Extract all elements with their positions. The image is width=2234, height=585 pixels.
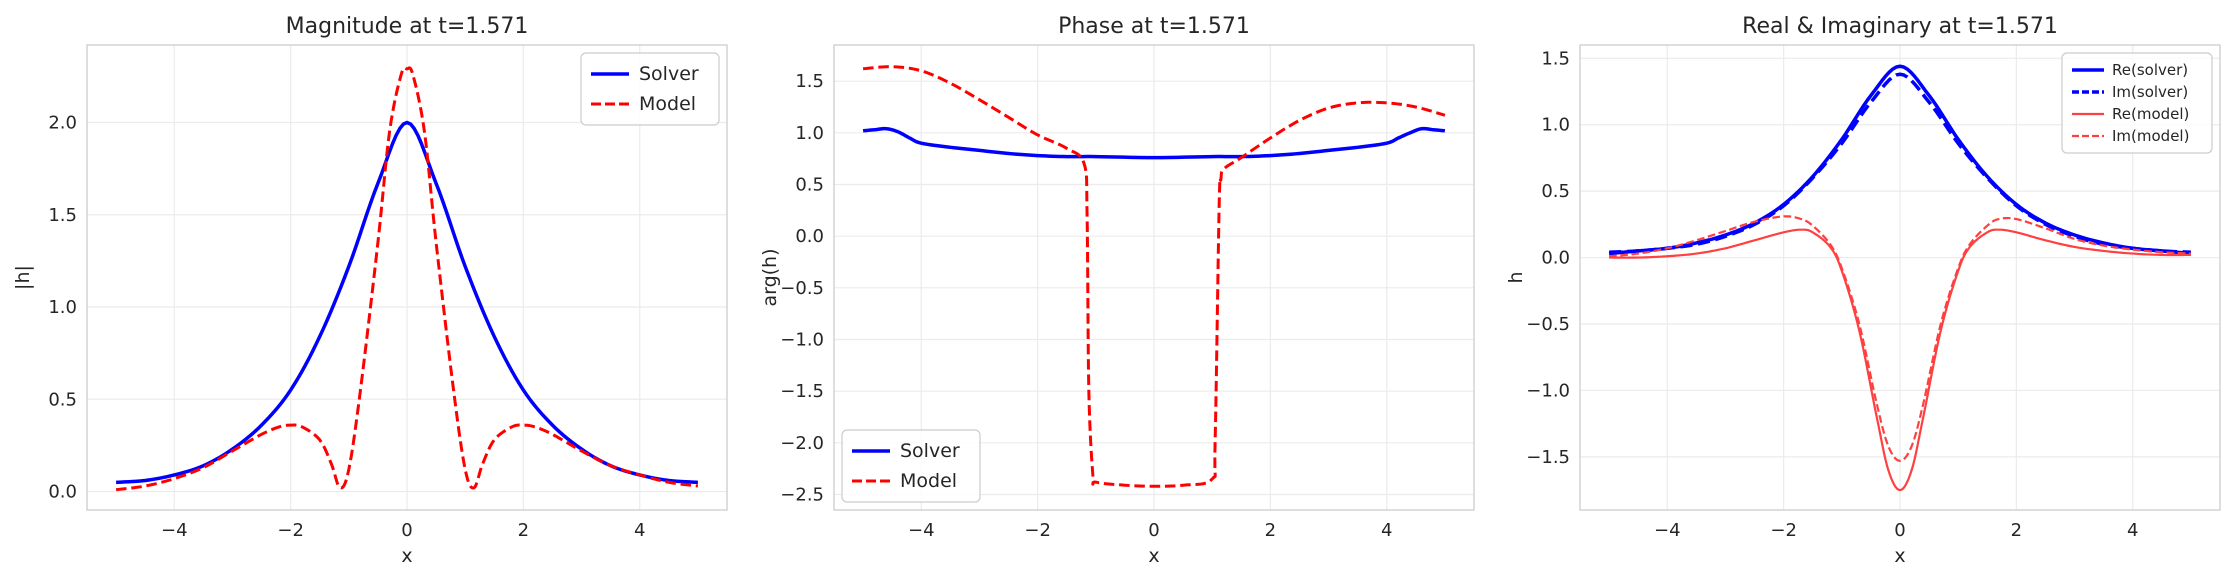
y-tick-label: 1.0 [795, 123, 824, 144]
y-axis-label: h [1505, 271, 1527, 283]
legend-label: Model [900, 470, 957, 492]
legend: Solver Model [841, 429, 981, 503]
y-tick-label: 0.0 [795, 226, 824, 247]
plot-frame [1579, 44, 2221, 511]
legend-box [2061, 52, 2213, 154]
y-tick-label: −0.5 [1526, 314, 1570, 335]
x-tick-label: 2 [518, 520, 529, 541]
y-tick-label: −1.0 [1526, 380, 1570, 401]
x-tick-label: −4 [1654, 520, 1681, 541]
y-tick-label: 1.5 [48, 205, 77, 226]
y-tick-label: −2.0 [780, 433, 824, 454]
x-tick-label: 0 [1894, 520, 1905, 541]
y-tick-label: 1.5 [1541, 48, 1570, 69]
legend-box [841, 429, 981, 503]
x-tick-label: 2 [2011, 520, 2022, 541]
x-tick-label: 4 [1381, 520, 1392, 541]
x-tick-label: 0 [401, 520, 412, 541]
y-tick-label: 0.5 [48, 389, 77, 410]
legend-label: Solver [639, 63, 699, 85]
y-tick-label: −1.5 [780, 381, 824, 402]
y-tick-label: 1.0 [48, 297, 77, 318]
chart-panel-1: −4 −2 0 2 4 0.0 0.5 1.0 1.5 2.0 Magnitude at t=1.5… [12, 14, 728, 567]
x-tick-label: 0 [1148, 520, 1159, 541]
x-tick-label: −4 [908, 520, 935, 541]
y-tick-label: 1.5 [795, 71, 824, 92]
series-line-model [862, 65, 1446, 488]
legend-label: Re(model) [2112, 105, 2189, 123]
series-line-im-solver [1609, 72, 2191, 255]
x-tick-label: −2 [1770, 520, 1797, 541]
x-tick-label: −2 [1024, 520, 1051, 541]
y-tick-label: 1.0 [1541, 115, 1570, 136]
x-axis-label: x [1148, 545, 1159, 567]
legend: Solver Model [580, 52, 720, 126]
legend-label: Im(solver) [2112, 83, 2188, 101]
y-tick-label: −0.5 [780, 278, 824, 299]
legend-label: Model [639, 93, 696, 115]
y-tick-label: 0.5 [1541, 181, 1570, 202]
plot-frame [833, 44, 1475, 511]
plot-frame [86, 44, 728, 511]
legend-label: Solver [900, 440, 960, 462]
series-line-re-model [1609, 228, 2191, 492]
chart-panel-2: −4 −2 0 2 4 −2.5 −2.0 −1.5 −1.0 −0.5 0.0 0.5 1.0 1.5 P… [759, 14, 1475, 567]
x-tick-label: 4 [2127, 520, 2138, 541]
series-line-solver [862, 126, 1446, 160]
legend-label: Im(model) [2112, 127, 2189, 145]
chart-title: Real & Imaginary at t=1.571 [1742, 14, 2058, 39]
y-tick-label: −1.5 [1526, 447, 1570, 468]
y-axis-label: |h| [12, 265, 34, 290]
y-tick-label: 0.0 [48, 482, 77, 503]
x-tick-label: 2 [1265, 520, 1276, 541]
x-axis-label: x [1894, 545, 1905, 567]
legend: Re(solver) Im(solver) Re(model) Im(model) [2061, 52, 2213, 154]
series-line-model [115, 66, 699, 492]
y-tick-label: −2.5 [780, 485, 824, 506]
y-tick-label: 0.0 [1541, 248, 1570, 269]
y-tick-label: 2.0 [48, 113, 77, 134]
x-tick-label: −2 [277, 520, 304, 541]
legend-label: Re(solver) [2112, 61, 2188, 79]
series-line-im-model [1609, 215, 2191, 462]
chart-panel-3: −4 −2 0 2 4 −1.5 −1.0 −0.5 0.0 0.5 1.0 1.5 Real & Im… [1505, 14, 2221, 567]
legend-box [580, 52, 720, 126]
y-tick-label: 0.5 [795, 175, 824, 196]
chart-title: Phase at t=1.571 [1058, 14, 1250, 39]
y-tick-label: −1.0 [780, 330, 824, 351]
x-tick-label: 4 [634, 520, 645, 541]
y-axis-label: arg(h) [759, 248, 781, 306]
x-axis-label: x [401, 545, 412, 567]
x-tick-label: −4 [161, 520, 188, 541]
chart-title: Magnitude at t=1.571 [286, 14, 529, 39]
